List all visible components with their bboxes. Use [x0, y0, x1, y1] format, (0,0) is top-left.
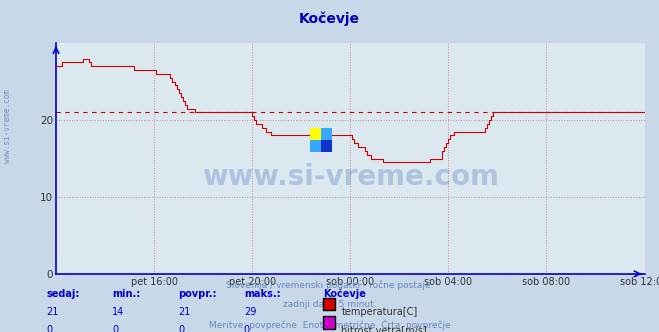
Text: 0: 0	[178, 325, 184, 332]
Text: zadnji dan / 5 minut.: zadnji dan / 5 minut.	[283, 300, 376, 309]
Text: 29: 29	[244, 307, 256, 317]
Text: min.:: min.:	[112, 289, 140, 299]
Text: Kočevje: Kočevje	[299, 12, 360, 26]
Text: maks.:: maks.:	[244, 289, 281, 299]
Text: 0: 0	[244, 325, 250, 332]
Bar	[310, 128, 321, 140]
Text: 21: 21	[178, 307, 190, 317]
Text: 0: 0	[46, 325, 52, 332]
Text: povpr.:: povpr.:	[178, 289, 216, 299]
Text: Kočevje: Kočevje	[323, 289, 366, 299]
Text: 14: 14	[112, 307, 125, 317]
Text: Slovenija / vremenski podatki - ročne postaje.: Slovenija / vremenski podatki - ročne po…	[226, 281, 433, 290]
Bar	[321, 128, 332, 140]
Bar	[310, 140, 321, 152]
Text: 0: 0	[112, 325, 118, 332]
Text: sedaj:: sedaj:	[46, 289, 80, 299]
Text: temperatura[C]: temperatura[C]	[341, 307, 418, 317]
Text: www.si-vreme.com: www.si-vreme.com	[3, 89, 13, 163]
Bar	[321, 140, 332, 152]
Text: Meritve: povprečne  Enote: metrične  Črta: povprečje: Meritve: povprečne Enote: metrične Črta:…	[209, 319, 450, 330]
Text: hitrost vetra[m/s]: hitrost vetra[m/s]	[341, 325, 427, 332]
Text: 21: 21	[46, 307, 59, 317]
Text: www.si-vreme.com: www.si-vreme.com	[202, 163, 499, 191]
